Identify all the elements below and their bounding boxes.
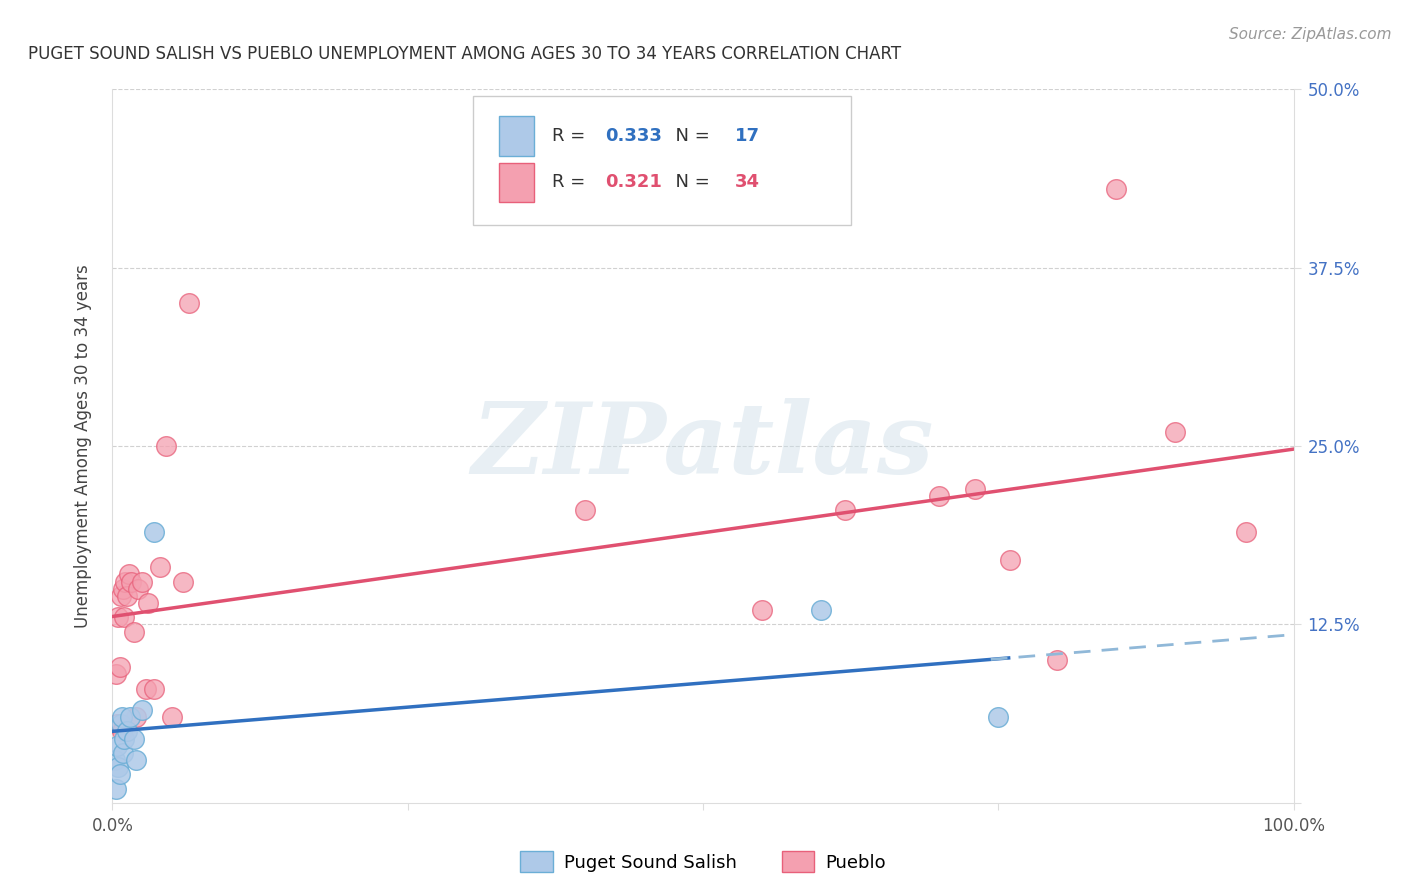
- Point: [105, 781, 128, 796]
- Point: [1046, 653, 1069, 667]
- Point: [104, 753, 127, 767]
- Point: [127, 582, 149, 596]
- Text: 34: 34: [735, 173, 759, 191]
- Point: [998, 553, 1021, 567]
- Text: 0.321: 0.321: [605, 173, 662, 191]
- Point: [928, 489, 950, 503]
- Point: [142, 524, 165, 539]
- Point: [131, 703, 153, 717]
- Text: PUGET SOUND SALISH VS PUEBLO UNEMPLOYMENT AMONG AGES 30 TO 34 YEARS CORRELATION : PUGET SOUND SALISH VS PUEBLO UNEMPLOYMEN…: [28, 45, 901, 62]
- FancyBboxPatch shape: [472, 96, 851, 225]
- Text: ZIPatlas: ZIPatlas: [472, 398, 934, 494]
- Point: [122, 624, 145, 639]
- Point: [810, 603, 832, 617]
- Point: [122, 731, 145, 746]
- Y-axis label: Unemployment Among Ages 30 to 34 years: Unemployment Among Ages 30 to 34 years: [73, 264, 91, 628]
- Point: [111, 710, 134, 724]
- Bar: [499, 116, 534, 155]
- Point: [118, 567, 141, 582]
- Text: Source: ZipAtlas.com: Source: ZipAtlas.com: [1229, 27, 1392, 42]
- Point: [105, 739, 128, 753]
- Point: [112, 731, 135, 746]
- Point: [120, 574, 142, 589]
- Point: [112, 610, 135, 624]
- Point: [1105, 182, 1128, 196]
- Point: [149, 560, 172, 574]
- Point: [112, 746, 135, 760]
- Point: [105, 667, 128, 681]
- Point: [1234, 524, 1257, 539]
- Text: 0.333: 0.333: [605, 127, 662, 145]
- Point: [155, 439, 177, 453]
- Point: [108, 660, 131, 674]
- Point: [987, 710, 1010, 724]
- Point: [179, 296, 201, 310]
- Point: [110, 717, 132, 731]
- Point: [160, 710, 183, 724]
- Point: [1164, 425, 1187, 439]
- Point: [751, 603, 773, 617]
- Point: [115, 724, 138, 739]
- Point: [107, 760, 129, 774]
- Point: [110, 589, 132, 603]
- Point: [574, 503, 596, 517]
- Legend: Puget Sound Salish, Pueblo: Puget Sound Salish, Pueblo: [513, 844, 893, 880]
- Text: N =: N =: [664, 127, 716, 145]
- Point: [125, 710, 148, 724]
- Point: [125, 753, 148, 767]
- Point: [172, 574, 194, 589]
- Point: [111, 724, 134, 739]
- Point: [112, 582, 135, 596]
- Bar: [499, 162, 534, 202]
- Point: [105, 717, 128, 731]
- Point: [834, 503, 856, 517]
- Text: 17: 17: [735, 127, 759, 145]
- Point: [131, 574, 153, 589]
- Point: [136, 596, 159, 610]
- Point: [963, 482, 986, 496]
- Point: [120, 710, 142, 724]
- Text: R =: R =: [551, 173, 591, 191]
- Point: [115, 589, 138, 603]
- Point: [108, 767, 131, 781]
- Point: [107, 610, 129, 624]
- Point: [142, 681, 165, 696]
- Text: N =: N =: [664, 173, 716, 191]
- Text: R =: R =: [551, 127, 591, 145]
- Point: [135, 681, 157, 696]
- Point: [114, 574, 136, 589]
